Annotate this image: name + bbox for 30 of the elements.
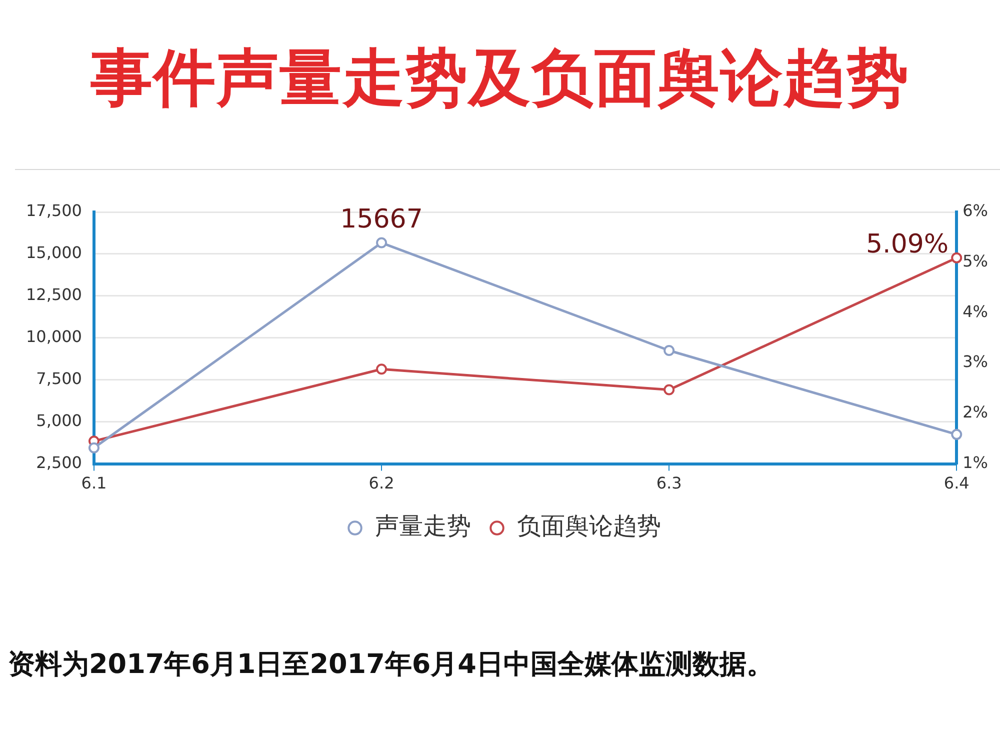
point — [376, 237, 388, 248]
point — [664, 384, 675, 396]
point — [951, 252, 962, 264]
y-tick-label: 12,500 — [26, 285, 82, 304]
x-tick-label: 6.2 — [368, 474, 394, 493]
y2-tick-label: 3% — [962, 352, 988, 372]
y-tick-label: 5,000 — [36, 410, 82, 430]
text: 资料为2017年6月1日至2017年6月4日中国全媒体监测数据。 — [8, 648, 774, 682]
point — [88, 442, 100, 454]
data-label: 5.09% — [866, 230, 949, 260]
point — [951, 428, 962, 440]
chart-title: 事件声量走势及负面舆论趋势 — [90, 40, 910, 116]
y2-tick-label: 2% — [962, 402, 988, 422]
y-tick-label: 2,500 — [36, 452, 82, 472]
y2-tick-label: 6% — [962, 201, 988, 220]
y-tick-label: 15,000 — [26, 243, 82, 262]
y2-tick-label: 5% — [962, 252, 988, 271]
y2-tick-label: 4% — [962, 302, 988, 321]
legend-label: 负面舆论趋势 — [517, 512, 661, 540]
point — [376, 364, 388, 375]
legend-label: 声量走势 — [375, 512, 471, 540]
y-tick-label: 17,500 — [26, 201, 82, 220]
data-label: 15667 — [340, 204, 423, 235]
x-tick-label: 6.1 — [81, 474, 107, 493]
point — [664, 344, 675, 356]
x-tick-label: 6.3 — [656, 474, 682, 493]
y-tick-label: 7,500 — [36, 369, 82, 388]
x-tick-label: 6.4 — [944, 474, 970, 493]
y-tick-label: 10,000 — [26, 327, 82, 346]
y2-tick-label: 1% — [962, 452, 988, 472]
